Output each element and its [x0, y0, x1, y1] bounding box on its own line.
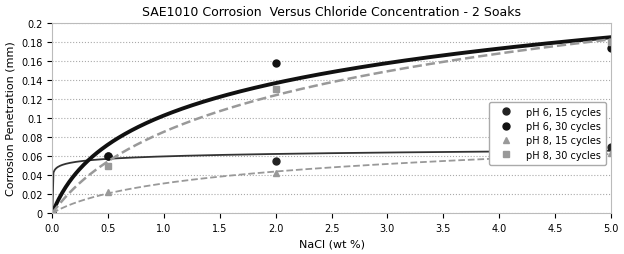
pH 6, 30 cycles	[104, 155, 112, 158]
X-axis label: NaCl (wt %): NaCl (wt %)	[298, 239, 364, 248]
Line: pH 8, 30 cycles: pH 8, 30 cycles	[49, 39, 614, 217]
pH 6, 15 cycles	[104, 155, 112, 158]
pH 8, 15 cycles	[49, 212, 56, 215]
pH 8, 15 cycles	[272, 172, 280, 175]
pH 6, 15 cycles	[49, 212, 56, 215]
pH 6, 15 cycles	[272, 160, 280, 163]
Legend: pH 6, 15 cycles, pH 6, 30 cycles, pH 8, 15 cycles, pH 8, 30 cycles: pH 6, 15 cycles, pH 6, 30 cycles, pH 8, …	[489, 102, 606, 165]
pH 6, 30 cycles	[49, 212, 56, 215]
pH 8, 30 cycles	[49, 212, 56, 215]
pH 6, 15 cycles	[607, 146, 615, 149]
Title: SAE1010 Corrosion  Versus Chloride Concentration - 2 Soaks: SAE1010 Corrosion Versus Chloride Concen…	[142, 6, 521, 19]
pH 6, 30 cycles	[607, 47, 615, 50]
pH 8, 30 cycles	[272, 89, 280, 92]
Y-axis label: Corrosion Penetration (mm): Corrosion Penetration (mm)	[6, 41, 16, 196]
Line: pH 8, 15 cycles: pH 8, 15 cycles	[49, 150, 614, 217]
pH 8, 30 cycles	[607, 41, 615, 44]
pH 6, 30 cycles	[272, 62, 280, 65]
pH 8, 30 cycles	[104, 164, 112, 167]
Line: pH 6, 15 cycles: pH 6, 15 cycles	[49, 144, 614, 217]
pH 8, 15 cycles	[607, 152, 615, 155]
pH 8, 15 cycles	[104, 191, 112, 194]
Line: pH 6, 30 cycles: pH 6, 30 cycles	[49, 45, 614, 217]
